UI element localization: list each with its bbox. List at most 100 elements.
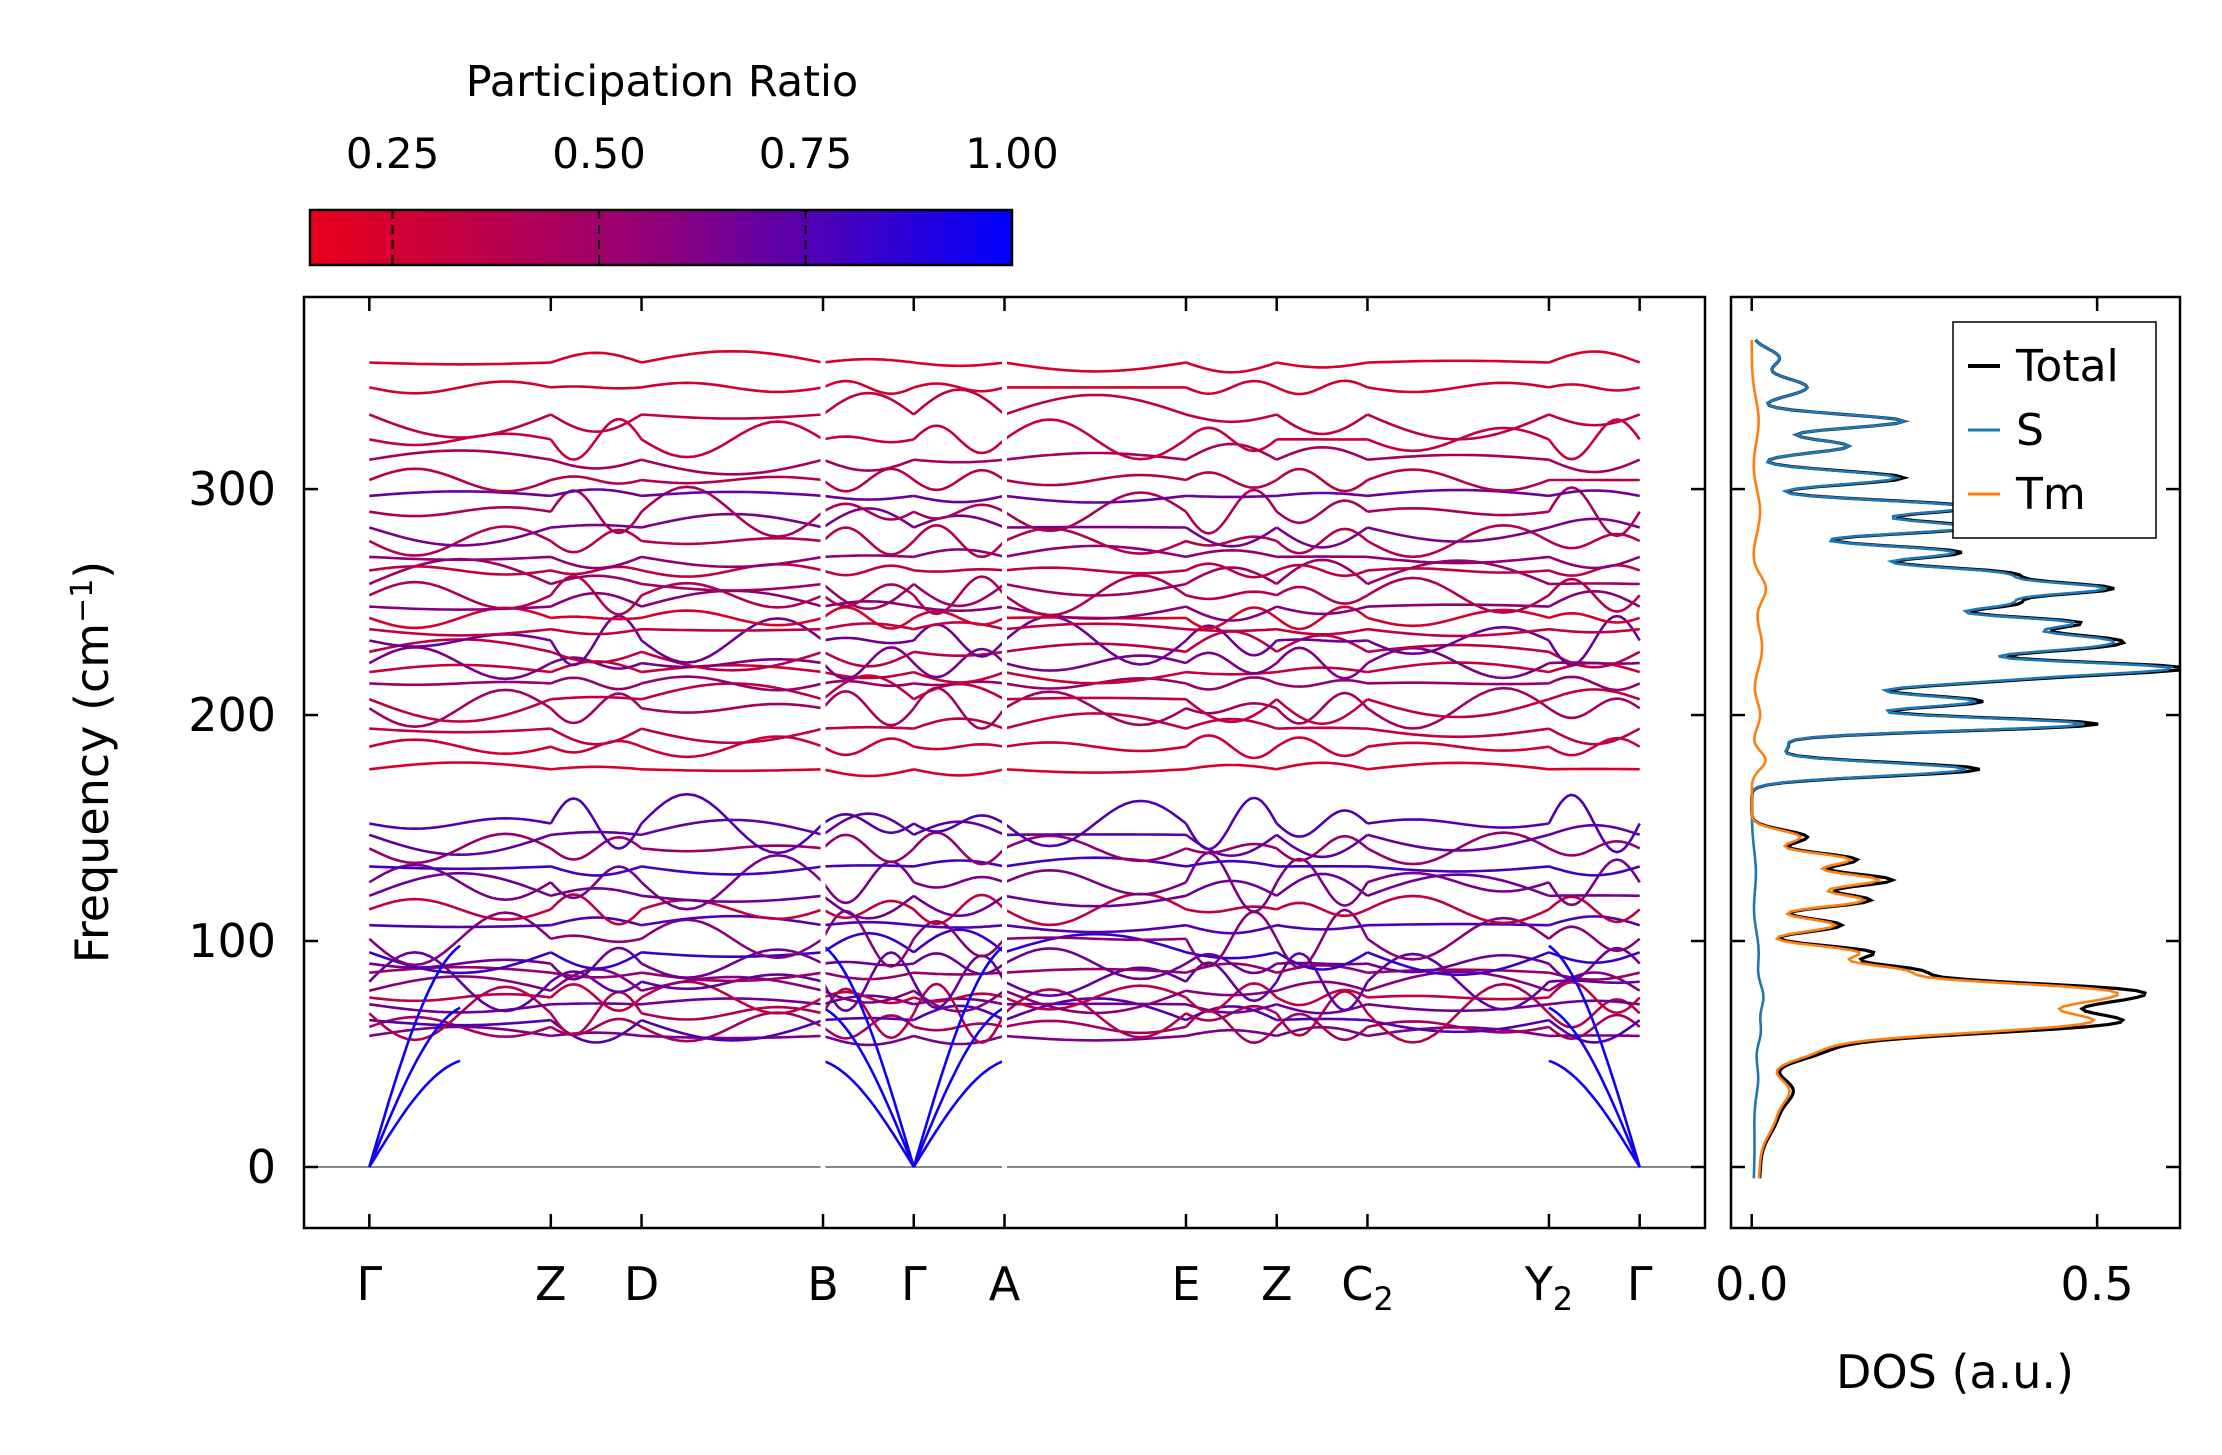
optical-band-line: [1367, 681, 1549, 686]
optical-band-line: [641, 650, 824, 672]
optical-band-line: [913, 717, 1005, 730]
k-point-label: E: [1171, 1257, 1200, 1311]
optical-band-line: [1185, 413, 1278, 424]
low-frequency-band-line: [550, 951, 643, 970]
low-frequency-band-line: [821, 951, 915, 1013]
low-frequency-band-line: [1004, 1002, 1187, 1006]
optical-band-line: [1548, 563, 1641, 577]
optical-band-line: [822, 564, 915, 577]
low-frequency-band-line: [1367, 818, 1550, 829]
optical-band-line: [822, 583, 915, 608]
low-frequency-band-line: [822, 864, 914, 868]
low-frequency-band-line: [912, 893, 1006, 926]
optical-band-line: [1185, 734, 1278, 760]
low-frequency-band-line: [641, 914, 824, 927]
optical-band-line: [1367, 488, 1550, 498]
optical-band-line: [550, 739, 642, 754]
optical-band-line: [1548, 736, 1641, 757]
optical-band-line: [1276, 761, 1368, 771]
k-point-label: Y2: [1524, 1257, 1573, 1318]
optical-band-line: [1276, 638, 1368, 643]
band-y-axis-title: Frequency (cm−1): [65, 561, 119, 964]
optical-band-line: [1276, 445, 1369, 461]
low-frequency-band-line: [912, 954, 1006, 1010]
optical-band-line: [822, 646, 915, 681]
optical-band-line: [1004, 393, 1187, 416]
y-tick-label: 200: [188, 688, 276, 742]
optical-band-line: [1185, 676, 1278, 691]
low-frequency-band-line: [1184, 961, 1278, 1003]
optical-band-line: [641, 512, 824, 529]
k-point-label: Γ: [1627, 1257, 1653, 1311]
low-frequency-band-line: [641, 818, 824, 837]
optical-band-line: [822, 379, 915, 396]
optical-band-line: [912, 388, 1006, 416]
low-frequency-band-line: [550, 934, 642, 944]
optical-band-line: [822, 526, 915, 556]
low-frequency-band-line: [1004, 967, 1187, 974]
optical-band-line: [1276, 361, 1368, 369]
optical-band-line: [1548, 532, 1641, 550]
optical-band-line: [1276, 605, 1368, 616]
low-frequency-band-line: [822, 989, 915, 1004]
low-frequency-band-line: [822, 971, 915, 981]
optical-band-line: [1276, 585, 1369, 605]
optical-band-line: [1548, 589, 1641, 608]
optical-band-line: [368, 525, 552, 557]
optical-band-line: [641, 682, 824, 701]
optical-band-line: [822, 467, 915, 493]
optical-band-line: [369, 761, 551, 771]
optical-band-line: [1275, 698, 1369, 726]
low-frequency-band-line: [641, 844, 824, 853]
band-structure-panel: Γ Z D B Γ A E Z C2 Y2 Γ 0 100 200 300 Frequency (cm−1…: [65, 295, 1707, 1318]
k-point-label: Γ: [357, 1257, 383, 1311]
optical-band-line: [822, 605, 915, 630]
optical-band-line: [1367, 761, 1550, 771]
optical-band-line: [368, 645, 552, 681]
low-frequency-band-line: [1367, 970, 1550, 992]
dos-x-axis-title: DOS (a.u.): [1836, 1345, 2074, 1399]
low-frequency-band-line: [368, 950, 552, 1013]
optical-band-line: [1003, 690, 1187, 727]
optical-band-line: [822, 768, 915, 778]
low-frequency-band-line: [913, 923, 1005, 929]
optical-band-line: [1275, 646, 1369, 680]
optical-band-line: [641, 768, 824, 773]
low-frequency-band-line: [1275, 833, 1369, 859]
low-frequency-band-line: [1276, 923, 1368, 931]
optical-band-line: [1185, 651, 1278, 675]
optical-band-line: [1004, 622, 1187, 631]
optical-band-line: [1185, 361, 1278, 374]
optical-band-line: [1367, 727, 1550, 739]
optical-band-line: [822, 391, 915, 416]
optical-band-line: [1548, 582, 1640, 586]
optical-band-line: [369, 555, 551, 562]
optical-band-line: [1185, 426, 1278, 453]
low-frequency-band-line: [1004, 984, 1187, 1011]
acoustic-branch-line: [1548, 1059, 1641, 1168]
phonon-bands: [368, 297, 1641, 1228]
optical-band-line: [550, 385, 642, 390]
low-frequency-band-line: [822, 994, 915, 1006]
low-frequency-band-line: [1276, 1017, 1368, 1022]
dos-x-tick-label: 0.5: [2061, 1257, 2134, 1311]
low-frequency-band-line: [641, 997, 824, 1006]
optical-band-line: [1547, 418, 1641, 461]
low-frequency-band-line: [368, 871, 552, 898]
acoustic-branch-line: [1548, 944, 1641, 1168]
optical-band-line: [1185, 442, 1278, 461]
low-frequency-band-line: [821, 909, 915, 968]
optical-band-line: [1548, 413, 1641, 427]
low-frequency-band-line: [1003, 892, 1187, 927]
low-frequency-band-line: [369, 1018, 551, 1027]
optical-band-line: [913, 768, 1005, 777]
optical-band-line: [913, 548, 1005, 559]
optical-band-line: [822, 636, 915, 645]
optical-band-line: [369, 380, 552, 395]
optical-band-line: [640, 420, 824, 459]
optical-band-line: [912, 424, 1006, 455]
optical-band-line: [1004, 712, 1187, 730]
low-frequency-band-line: [1004, 989, 1187, 1015]
low-frequency-band-line: [1367, 951, 1550, 977]
optical-band-line: [913, 582, 1006, 608]
